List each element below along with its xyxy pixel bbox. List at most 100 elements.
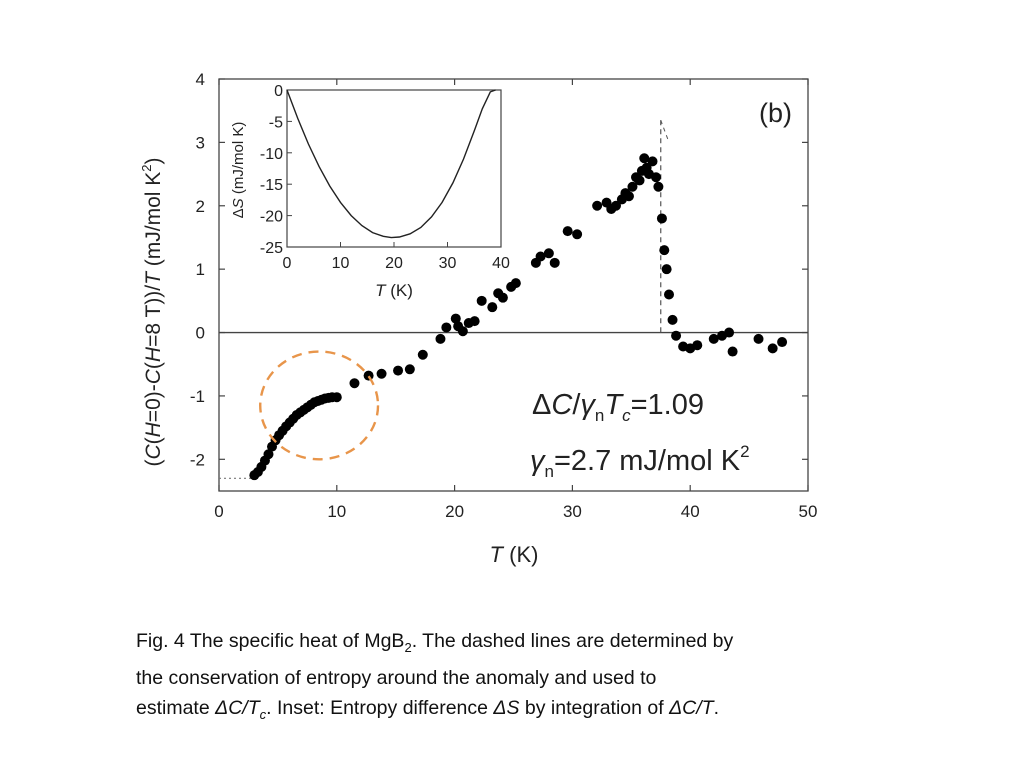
data-point bbox=[263, 449, 274, 460]
data-point bbox=[653, 181, 664, 192]
caption-line3-h: . bbox=[713, 696, 720, 719]
inset-x-tick-label: 30 bbox=[439, 255, 457, 272]
main-reference-lines bbox=[219, 120, 808, 479]
figure-caption: Fig. 4 The specific heat of MgB2. The da… bbox=[136, 626, 916, 730]
dashed-vertical-cap bbox=[660, 120, 670, 143]
caption-line3-c: c bbox=[260, 707, 267, 722]
caption-line-1: Fig. 4 The specific heat of MgB2. The da… bbox=[136, 626, 916, 663]
data-point bbox=[450, 313, 461, 324]
data-point bbox=[441, 322, 452, 333]
data-point bbox=[777, 337, 788, 348]
panel-label: (b) bbox=[759, 98, 792, 128]
inset-x-tick-label: 20 bbox=[385, 255, 403, 272]
main-axis-ticks: 0 10 20 30 40 50 -2 -10 1 2 3 4 bbox=[190, 70, 818, 521]
inset-y-tick-label: -25 bbox=[260, 240, 283, 257]
data-point bbox=[435, 333, 446, 344]
caption-line3-g: ΔC/T bbox=[669, 696, 714, 719]
data-point bbox=[753, 333, 764, 344]
data-point bbox=[543, 248, 554, 259]
data-point bbox=[592, 200, 603, 211]
highlight-circle-group bbox=[259, 350, 380, 461]
x-tick-label: 20 bbox=[445, 502, 464, 521]
caption-line3-e: ΔS bbox=[493, 696, 520, 719]
data-point bbox=[469, 316, 480, 327]
caption-line-3: estimate ΔC/Tc. Inset: Entropy differenc… bbox=[136, 693, 916, 730]
caption-line1-suffix: . The dashed lines are determined by bbox=[411, 630, 734, 652]
inset-background bbox=[287, 90, 501, 247]
inset-y-tick-label: -20 bbox=[260, 209, 283, 226]
inset-x-tick-label: 40 bbox=[492, 255, 510, 272]
x-tick-label: 0 bbox=[214, 502, 223, 521]
inset-y-tick-label: -10 bbox=[260, 146, 283, 163]
ratio-annotation: ΔC/γnTc=1.09 bbox=[532, 389, 704, 425]
data-point bbox=[671, 330, 682, 341]
x-axis-title: T (K) bbox=[490, 542, 539, 567]
x-tick-label: 10 bbox=[327, 502, 346, 521]
data-point bbox=[610, 200, 621, 211]
inset-y-tick-label: -15 bbox=[260, 177, 283, 194]
data-point bbox=[656, 213, 667, 224]
y-tick-label: 0 bbox=[196, 324, 205, 343]
highlight-circle bbox=[259, 350, 380, 461]
data-point bbox=[497, 292, 508, 303]
y-axis-title: (C(H=0)-C(H=8 T))/T (mJ/mol K2) bbox=[139, 157, 165, 466]
data-point bbox=[647, 156, 658, 167]
data-point bbox=[376, 368, 387, 379]
specific-heat-figure: 0 10 20 30 40 50 -2 -10 1 2 3 4 (b) ΔC/γnTc=1.09 γn… bbox=[139, 70, 817, 567]
data-point bbox=[404, 364, 415, 375]
data-point bbox=[659, 245, 670, 256]
caption-line1-sub: 2 bbox=[404, 639, 412, 655]
data-point bbox=[476, 295, 487, 306]
y-tick-label: 2 bbox=[196, 197, 205, 216]
inset-y-axis-title: ΔS (mJ/mol K) bbox=[230, 122, 247, 219]
data-point bbox=[457, 326, 468, 337]
gamma-annotation: γn=2.7 mJ/mol K2 bbox=[530, 442, 750, 481]
data-point bbox=[667, 314, 678, 325]
caption-line1-prefix: Fig. 4 The specific heat of MgB bbox=[136, 630, 405, 652]
inset-y-tick-label: 0 bbox=[274, 83, 283, 100]
caption-line-2: the conservation of entropy around the a… bbox=[136, 666, 657, 689]
data-point bbox=[549, 257, 560, 268]
y-tick-label: 3 bbox=[196, 133, 205, 152]
data-point bbox=[562, 226, 573, 237]
x-tick-label: 30 bbox=[563, 502, 582, 521]
data-point bbox=[708, 333, 719, 344]
data-point bbox=[727, 346, 738, 357]
data-point bbox=[572, 229, 583, 240]
data-point bbox=[623, 191, 634, 202]
data-point bbox=[510, 278, 521, 289]
caption-line3-d: . Inset: Entropy difference bbox=[266, 696, 494, 719]
y-tick-label: 1 bbox=[196, 260, 205, 279]
data-point bbox=[393, 365, 404, 376]
y-tick-label: -2 bbox=[190, 450, 205, 469]
caption-line3-b: ΔC/T bbox=[215, 696, 260, 719]
data-point bbox=[349, 378, 360, 389]
main-plot: 0 10 20 30 40 50 -2 -10 1 2 3 4 (b) ΔC/γnTc=1.09 γn… bbox=[139, 70, 817, 567]
inset-x-tick-label: 10 bbox=[332, 255, 350, 272]
inset-plot: 0 10 20 30 40 0 -5 -10 -15 -20 -25 T (K) ΔS (mJ/mo… bbox=[230, 83, 510, 300]
x-tick-label: 40 bbox=[681, 502, 700, 521]
data-point bbox=[487, 302, 498, 313]
inset-axis-ticks: 0 10 20 30 40 0 -5 -10 -15 -20 -25 bbox=[260, 83, 510, 272]
caption-line3-f: by integration of bbox=[519, 696, 670, 719]
data-point bbox=[692, 340, 703, 351]
data-point bbox=[661, 264, 672, 275]
caption-line3-a: estimate bbox=[136, 696, 216, 719]
data-point bbox=[651, 172, 662, 183]
data-point bbox=[663, 289, 674, 300]
data-point bbox=[639, 153, 650, 164]
caption-line3-c-italic: c bbox=[259, 706, 267, 722]
inset-x-axis-title: T (K) bbox=[375, 281, 413, 300]
data-point bbox=[331, 392, 342, 403]
inset-entropy-curve bbox=[286, 89, 496, 239]
data-point bbox=[634, 175, 645, 186]
x-tick-label: 50 bbox=[799, 502, 818, 521]
main-data-points bbox=[249, 153, 788, 481]
y-tick-label: 4 bbox=[196, 70, 205, 89]
data-point bbox=[627, 181, 638, 192]
data-point bbox=[417, 349, 428, 360]
inset-x-tick-label: 0 bbox=[283, 255, 292, 272]
main-plot-frame bbox=[218, 78, 809, 492]
data-point bbox=[535, 251, 546, 262]
